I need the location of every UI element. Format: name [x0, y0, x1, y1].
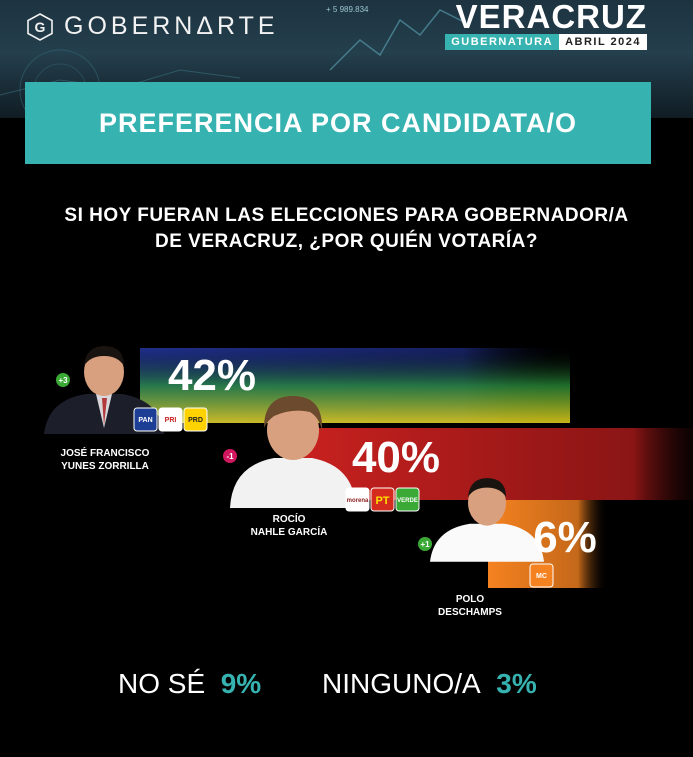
candidate-hair-3: [468, 478, 506, 498]
party-logo-verde: [395, 487, 420, 512]
question-line-2: DE VERACRUZ, ¿POR QUIÉN VOTARÍA?: [155, 231, 538, 252]
brand-name: GOBERNΔRTE: [64, 12, 279, 40]
candidate-face-3: [468, 480, 506, 526]
ninguno-label: NINGUNO/A: [322, 668, 481, 699]
candidate-bar-1-overlay: [140, 348, 570, 423]
candidate-body-3: [430, 523, 544, 562]
candidate-face-1: [84, 348, 124, 396]
question-line-1: SI HOY FUERAN LAS ELECCIONES PARA GOBERN…: [64, 205, 629, 226]
candidate-name-3-line-2: DESCHAMPS: [438, 607, 502, 618]
candidate-value-1: 42%: [168, 351, 256, 400]
ninguno-value: 3%: [496, 668, 537, 699]
party-label-pri: PRI: [165, 417, 177, 424]
header-ticker: + 5 989.834: [326, 5, 369, 14]
title-bar: PREFERENCIA POR CANDIDATA/O: [25, 82, 651, 164]
no-se-value: 9%: [220, 668, 262, 699]
change-label-2: -1: [226, 452, 234, 461]
candidate-name-2-line-2: NAHLE GARCÍA: [251, 525, 328, 538]
state-title: VERACRUZ: [455, 0, 647, 35]
party-logo-pri: [158, 407, 183, 432]
candidate-hair-2: [264, 396, 323, 432]
candidate-hair-1: [84, 346, 124, 366]
brand-logo-icon: G: [27, 12, 53, 41]
candidate-name-1-line-1: JOSÉ FRANCISCO: [61, 446, 150, 459]
candidate-name-2-line-1: ROCÍO: [273, 512, 306, 525]
survey-question: SI HOY FUERAN LAS ELECCIONES PARA GOBERN…: [40, 203, 653, 255]
candidate-name-1-line-2: YUNES ZORRILLA: [61, 461, 149, 472]
candidate-photo-2: [230, 396, 356, 508]
candidate-value-3: 6%: [533, 513, 597, 562]
change-badge-3: [418, 537, 432, 551]
subtitle-badges: GUBERNATURA ABRIL 2024: [445, 34, 647, 50]
party-logo-morena: [345, 487, 370, 512]
party-label-prd: PRD: [188, 417, 203, 424]
party-label-verde: VERDE: [397, 498, 418, 504]
subtitle-election: GUBERNATURA: [445, 34, 560, 50]
party-logo-pt: [370, 487, 395, 512]
party-logo-mc: [529, 563, 554, 588]
change-label-3: +1: [420, 540, 430, 549]
candidate-body-2: [230, 458, 356, 508]
candidate-value-2: 40%: [352, 433, 440, 482]
brand: G GOBERNΔRTE: [26, 12, 279, 41]
change-badge-2: [223, 449, 237, 463]
party-logo-pan: [133, 407, 158, 432]
candidate-chart: 42% +3 JOSÉ FRANCISCO YUNES ZORRILLA PAN PRI P…: [44, 346, 693, 618]
candidate-face-2: [267, 400, 319, 460]
candidate-name-3-line-1: POLO: [456, 594, 485, 605]
party-logo-prd: [183, 407, 208, 432]
svg-text:G: G: [35, 19, 46, 35]
party-label-pan: PAN: [138, 417, 152, 424]
party-label-morena: morena: [347, 498, 369, 504]
change-badge-1: [56, 373, 70, 387]
candidate-tie-1: [102, 398, 107, 426]
party-label-pt: PT: [375, 495, 389, 507]
candidate-photo-3: [430, 478, 544, 562]
no-se-legend: NO SÉ 9%: [118, 668, 261, 700]
no-se-label: NO SÉ: [118, 668, 206, 699]
ninguno-legend: NINGUNO/A 3%: [322, 668, 537, 700]
party-label-mc: MC: [536, 573, 547, 580]
page-title: PREFERENCIA POR CANDIDATA/O: [98, 107, 577, 138]
subtitle-date: ABRIL 2024: [559, 34, 647, 50]
change-label-1: +3: [58, 376, 68, 385]
